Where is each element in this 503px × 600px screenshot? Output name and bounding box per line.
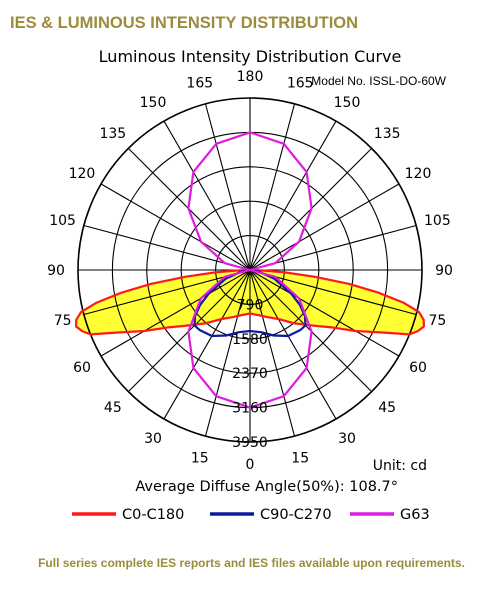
angle-label-right: 30 (338, 431, 356, 447)
model-label: Model No. ISSL-DO-60W (311, 74, 446, 88)
angle-label-left: 165 (186, 76, 213, 92)
angle-label-center: 180 (237, 69, 264, 85)
legend: C0-C180 C90-C270 G63 (72, 507, 430, 523)
angle-label-left: 105 (49, 213, 76, 229)
chart-title: Luminous Intensity Distribution Curve (99, 47, 402, 66)
angle-label-left: 120 (69, 166, 96, 182)
angle-label-center: 0 (246, 457, 255, 473)
angle-labels: 15 30 45 60 75 90 105 120 135 150 165 0 15 30 45 60 75 90… (47, 69, 453, 473)
page-heading: IES & LUMINOUS INTENSITY DISTRIBUTION (10, 14, 359, 32)
unit-label: Unit: cd (373, 458, 427, 474)
angle-label-right: 60 (409, 360, 427, 376)
angle-label-right: 15 (291, 450, 309, 466)
series-line-g63 (187, 131, 313, 409)
radial-label: 3160 (232, 401, 268, 417)
angle-label-right: 150 (334, 95, 361, 111)
angle-label-right: 45 (378, 400, 396, 416)
angle-label-right: 90 (435, 263, 453, 279)
legend-label-c0-c180: C0-C180 (122, 507, 184, 523)
angle-label-right: 120 (405, 166, 432, 182)
angle-label-left: 30 (144, 431, 162, 447)
angle-label-right: 105 (424, 213, 451, 229)
angle-label-left: 75 (54, 313, 72, 329)
legend-label-c90-c270: C90-C270 (260, 507, 332, 523)
angle-label-right: 135 (374, 126, 401, 142)
angle-label-left: 60 (73, 360, 91, 376)
angle-label-left: 150 (140, 95, 167, 111)
average-angle-label: Average Diffuse Angle(50%): 108.7° (135, 479, 398, 495)
radial-label: 790 (237, 297, 264, 313)
radial-label: 3950 (232, 435, 268, 451)
radial-labels: 790 1580 2370 3160 3950 (232, 297, 268, 451)
angle-label-left: 135 (99, 126, 126, 142)
angle-label-left: 45 (104, 400, 122, 416)
angle-label-right: 165 (287, 76, 314, 92)
series-group (75, 131, 425, 409)
radial-label: 2370 (232, 366, 268, 382)
angle-label-left: 90 (47, 263, 65, 279)
radial-label: 1580 (232, 332, 268, 348)
page-footer: Full series complete IES reports and IES… (38, 556, 465, 570)
legend-label-g63: G63 (400, 507, 430, 523)
angle-label-right: 75 (428, 313, 446, 329)
angle-label-left: 15 (191, 450, 209, 466)
